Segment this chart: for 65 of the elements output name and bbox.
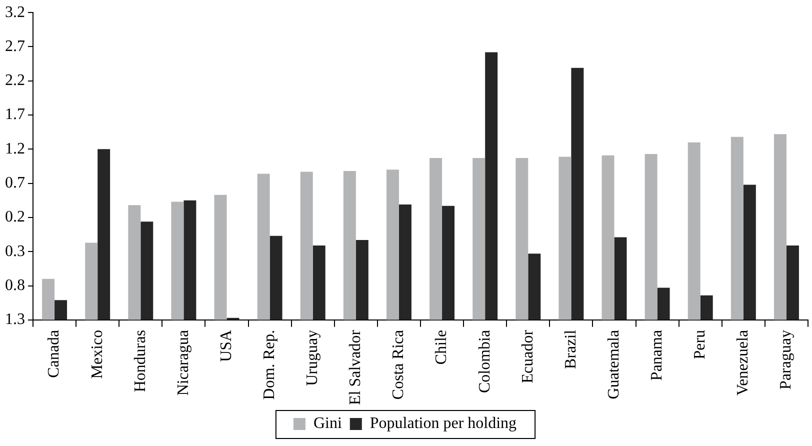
x-tick-label: El Salvador <box>347 329 364 405</box>
bar <box>398 204 412 320</box>
bar <box>516 158 528 320</box>
x-tick-label: Uruguay <box>304 330 322 386</box>
y-tick-label: 0.2 <box>5 208 25 226</box>
bar <box>386 170 399 320</box>
x-tick-label: Chile <box>433 330 450 365</box>
bar <box>257 174 270 320</box>
x-tick-label: Colombia <box>476 330 494 394</box>
bar <box>485 52 498 320</box>
bar <box>472 158 486 320</box>
bar <box>356 240 368 320</box>
bar <box>343 171 356 320</box>
legend-label: Population per holding <box>370 415 517 432</box>
bar <box>602 155 614 320</box>
y-tick-label: 3.2 <box>5 4 25 21</box>
bar <box>312 245 326 320</box>
x-tick-label: Honduras <box>132 330 149 392</box>
y-tick-label: 1.7 <box>5 106 25 124</box>
bar <box>171 202 184 320</box>
bar <box>184 200 196 320</box>
x-tick-label: Guatemala <box>605 330 622 400</box>
y-tick-label: 1.2 <box>5 140 25 158</box>
bar <box>644 154 658 320</box>
bar <box>528 254 541 320</box>
y-tick-label: 0.3 <box>5 242 25 260</box>
bar <box>571 68 584 320</box>
x-tick-label: Dom. Rep. <box>261 330 278 400</box>
x-tick-label: Ecuador <box>519 329 536 384</box>
bar <box>98 149 110 320</box>
bar <box>128 205 141 320</box>
bar <box>140 222 154 320</box>
bar <box>688 142 700 320</box>
bar <box>614 237 627 320</box>
bar <box>270 236 282 320</box>
x-tick-label: Panama <box>648 330 666 381</box>
bar <box>558 156 572 320</box>
y-tick-label: 0.7 <box>5 174 25 192</box>
legend-label: Gini <box>313 415 342 432</box>
bar <box>85 242 98 320</box>
y-tick-label: 1.3 <box>5 311 25 328</box>
bar <box>430 158 442 320</box>
bar <box>442 206 455 320</box>
y-tick-label: 0.8 <box>5 276 25 294</box>
bar <box>42 278 55 320</box>
x-tick-label: Canada <box>46 330 63 378</box>
bar <box>214 194 227 320</box>
x-tick-label: Venezuela <box>734 330 752 396</box>
bar <box>700 295 713 320</box>
bar <box>774 134 786 320</box>
x-tick-label: Brazil <box>562 329 580 369</box>
y-tick-label: 2.7 <box>5 38 25 55</box>
bar <box>54 300 68 320</box>
bar <box>786 245 799 320</box>
x-tick-label: Peru <box>692 330 709 360</box>
x-tick-label: USA <box>218 329 235 362</box>
bar <box>657 288 670 320</box>
x-tick-label: Paraguay <box>778 330 795 390</box>
x-tick-label: Costa Rica <box>390 330 408 400</box>
bar <box>743 184 756 320</box>
x-tick-label: Mexico <box>88 330 106 379</box>
y-tick-label: 2.2 <box>5 72 25 90</box>
bar <box>730 136 744 320</box>
x-tick-label: Nicaragua <box>174 330 192 396</box>
bar <box>300 172 313 320</box>
